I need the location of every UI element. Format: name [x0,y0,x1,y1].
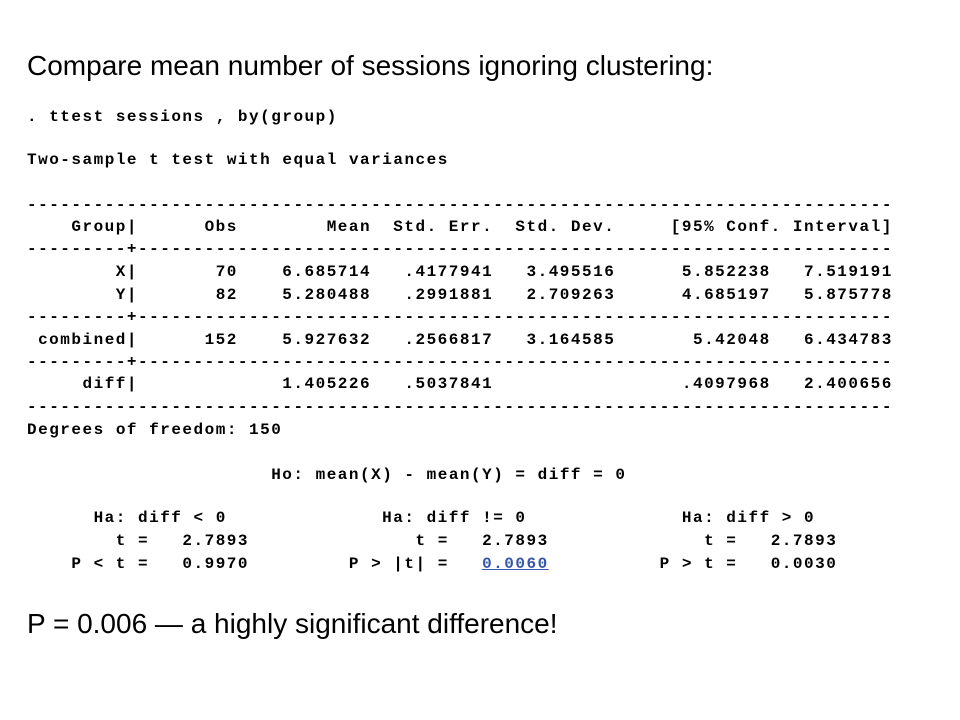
cell: 5.852238 [681,263,771,281]
rule: ---------+------------------------------… [27,353,893,371]
rule: ---------+------------------------------… [27,308,893,326]
p-value[interactable]: 0.0060 [482,555,549,573]
cell: 2.400656 [803,375,893,393]
t-value: 2.7893 [182,532,249,550]
column-header: [95% Conf. Interval] [670,218,893,236]
separator: | [126,263,138,281]
column-header: Mean [326,218,372,236]
cell: 7.519191 [803,263,893,281]
t-label: t = [415,532,449,550]
cell: 5.875778 [803,286,893,304]
separator: | [126,218,138,236]
p-label: P > |t| = [348,555,449,573]
rule: ---------+------------------------------… [27,240,893,258]
cell: .4097968 [681,375,771,393]
degrees-of-freedom: Degrees of freedom: 150 [27,421,283,439]
cell: 6.685714 [282,263,372,281]
rule: ----------------------------------------… [27,398,893,416]
t-label: t = [115,532,150,550]
cell: diff [82,375,127,393]
t-label: t = [704,532,738,550]
separator: | [126,286,138,304]
p-label: P < t = [71,555,150,573]
cell: 152 [204,331,238,349]
command: . ttest sessions , by(group) [27,108,338,126]
cell: 6.434783 [803,331,893,349]
rule: ----------------------------------------… [27,196,893,214]
cell: 5.280488 [282,286,372,304]
cell: combined [38,331,127,349]
hypothesis: Ha: diff < 0 [93,509,227,527]
cell: 70 [215,263,238,281]
column-header: Std. Dev. [515,218,616,236]
p-label: P > t = [659,555,738,573]
column-header: Obs [204,218,238,236]
cell: 5.927632 [282,331,372,349]
separator: | [126,375,138,393]
t-value: 2.7893 [482,532,549,550]
cell: Y [115,286,127,304]
cell: .2991881 [404,286,494,304]
p-value: 0.9970 [182,555,249,573]
p-value: 0.0030 [770,555,838,573]
column-header: Group [71,218,127,236]
cell: .5037841 [404,375,494,393]
cell: 2.709263 [526,286,616,304]
t-value: 2.7893 [770,532,838,550]
cell: 4.685197 [681,286,771,304]
conclusion: P = 0.006 — a highly significant differe… [27,608,558,639]
cell: X [115,263,127,281]
heading: Compare mean number of sessions ignoring… [27,50,714,81]
cell: 82 [215,286,238,304]
cell: 3.164585 [526,331,616,349]
cell: .2566817 [404,331,494,349]
output-title: Two-sample t test with equal variances [27,151,449,169]
null-hypothesis: Ho: mean(X) - mean(Y) = diff = 0 [271,466,627,484]
cell: .4177941 [404,263,494,281]
hypothesis: Ha: diff > 0 [681,509,816,527]
separator: | [126,331,138,349]
column-header: Std. Err. [393,218,494,236]
cell: 5.42048 [692,331,771,349]
cell: 3.495516 [526,263,616,281]
cell: 1.405226 [282,375,372,393]
hypothesis: Ha: diff != 0 [382,509,527,527]
